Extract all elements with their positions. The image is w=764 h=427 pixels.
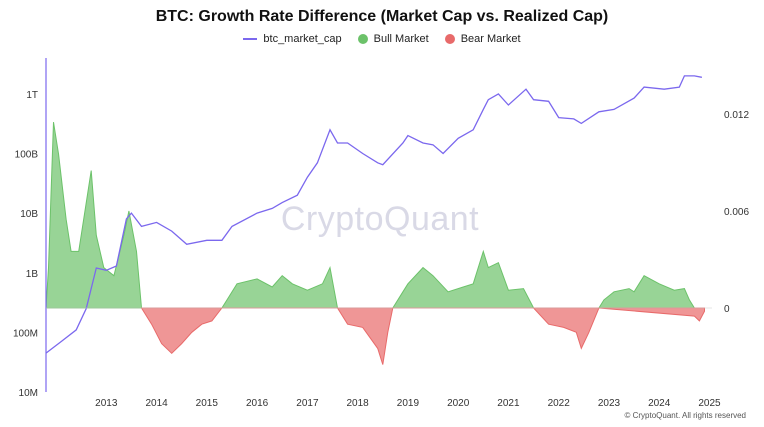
chart-legend: btc_market_cap Bull Market Bear Market (0, 33, 764, 45)
x-tick-label: 2016 (246, 398, 269, 409)
x-tick-label: 2013 (95, 398, 118, 409)
x-tick-label: 2018 (346, 398, 369, 409)
chart-title: BTC: Growth Rate Difference (Market Cap … (155, 8, 609, 25)
legend-label-market-cap: btc_market_cap (263, 33, 342, 45)
x-tick-label: 2022 (548, 398, 571, 409)
series-area-bear-market (140, 307, 705, 365)
y-right-tick-label: 0.012 (724, 110, 749, 121)
legend-dot-swatch-bull (357, 34, 368, 44)
y-left-tick-label: 10M (19, 388, 38, 399)
legend-dot-swatch-bear (444, 34, 455, 44)
legend-label-bull-market: Bull Market (373, 33, 429, 45)
y-right-tick-label: 0 (724, 304, 730, 315)
x-tick-label: 2025 (698, 398, 721, 409)
y-left-tick-label: 1T (26, 90, 38, 101)
y-left-tick-label: 100B (15, 150, 39, 161)
copyright-footer: © CryptoQuant. All rights reserved (625, 411, 747, 420)
x-tick-label: 2017 (296, 398, 319, 409)
x-tick-label: 2024 (648, 398, 671, 409)
x-tick-label: 2020 (447, 398, 470, 409)
x-tick-label: 2021 (497, 398, 520, 409)
watermark-text: CryptoQuant (281, 200, 479, 238)
legend-item-bear-market[interactable]: Bear Market (444, 33, 521, 45)
x-tick-label: 2015 (196, 398, 219, 409)
x-tick-label: 2019 (397, 398, 420, 409)
x-tick-label: 2014 (145, 398, 168, 409)
x-tick-label: 2023 (598, 398, 621, 409)
y-left-tick-label: 10B (20, 209, 38, 220)
legend-item-market-cap[interactable]: btc_market_cap (243, 33, 342, 45)
series-line-btc-market-cap (45, 75, 703, 354)
y-right-tick-label: 0.006 (724, 207, 749, 218)
y-left-tick-label: 100M (13, 328, 38, 339)
legend-label-bear-market: Bear Market (460, 33, 521, 45)
legend-line-swatch (243, 38, 258, 40)
legend-item-bull-market[interactable]: Bull Market (357, 33, 429, 45)
y-left-tick-label: 1B (26, 269, 39, 280)
